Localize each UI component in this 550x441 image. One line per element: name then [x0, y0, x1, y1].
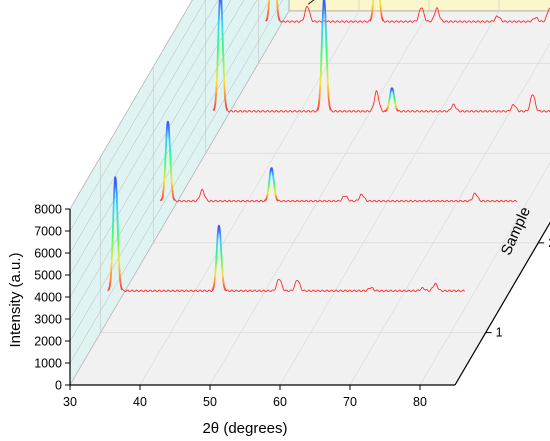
- x-tick-label: 80: [413, 395, 427, 409]
- series-line: [107, 176, 466, 293]
- peak-mark: [160, 120, 176, 202]
- x-tick-label: 70: [343, 395, 357, 409]
- peak-mark: [369, 0, 385, 22]
- x-tick-label: 40: [133, 395, 147, 409]
- z-tick-label: 1: [496, 326, 503, 340]
- peak-annotations: *(111)(111)(200)*(220)*(221)(220)*(222)*…: [308, 0, 315, 5]
- back-wall: [288, 0, 550, 12]
- series-sample-2: [159, 120, 518, 203]
- grid-line-left-y: [69, 0, 219, 254]
- x-tick-label: 30: [63, 395, 77, 409]
- grid-line-left-y: [69, 0, 206, 232]
- y-tick-label: 1000: [34, 357, 62, 371]
- grid-line-left-y: [69, 0, 245, 298]
- peak-mark: [107, 175, 123, 291]
- z-tick-label: 2: [548, 236, 550, 250]
- grid-line-floor-x: [209, 10, 430, 386]
- peak-mark: [211, 224, 227, 292]
- y-tick-label: 0: [55, 379, 62, 393]
- x-axis-title: 2θ (degrees): [202, 420, 287, 437]
- y-axis-title: Intensity (a.u.): [7, 252, 24, 347]
- series-sample-3: [212, 0, 550, 113]
- grid-line-floor-x: [139, 10, 360, 386]
- y-tick-label: 8000: [34, 203, 62, 217]
- peak-mark: [384, 87, 400, 112]
- grid-line-left-y: [69, 0, 232, 276]
- grid-line-floor-x: [349, 42, 550, 386]
- y-tick-label: 5000: [34, 269, 62, 283]
- y-tick-label: 7000: [34, 225, 62, 239]
- y-tick-label: 4000: [34, 291, 62, 305]
- y-tick-label: 2000: [34, 335, 62, 349]
- annotation-arrow: [308, 0, 315, 5]
- grid-line-left-y: [69, 0, 258, 320]
- grid-line-left-y: [69, 0, 270, 342]
- grid-line-left-y: [69, 0, 283, 364]
- grid-line-floor-x: [279, 10, 500, 386]
- axes: [65, 208, 550, 390]
- series-sample-1: [107, 175, 466, 293]
- grid-line-left-y: [69, 0, 193, 210]
- peak-mark: [316, 0, 332, 111]
- series-layer: [107, 0, 550, 293]
- peak-mark: [265, 0, 281, 22]
- series-line: [159, 121, 518, 203]
- grid-line-floor-x: [419, 162, 550, 386]
- tick-labels: 30 40 50 60 70 80 0 1000 2000 3000 4000 5000 6000 700…: [34, 203, 550, 410]
- y-tick-label: 3000: [34, 313, 62, 327]
- grid-lines: [69, 0, 550, 386]
- grid-line-left-y: [69, 10, 290, 386]
- z-axis-line: [454, 221, 550, 386]
- y-tick-label: 6000: [34, 247, 62, 261]
- x-tick-label: 50: [203, 395, 217, 409]
- peak-mark: [264, 167, 279, 202]
- peak-mark: [212, 0, 229, 111]
- x-tick-label: 60: [273, 395, 287, 409]
